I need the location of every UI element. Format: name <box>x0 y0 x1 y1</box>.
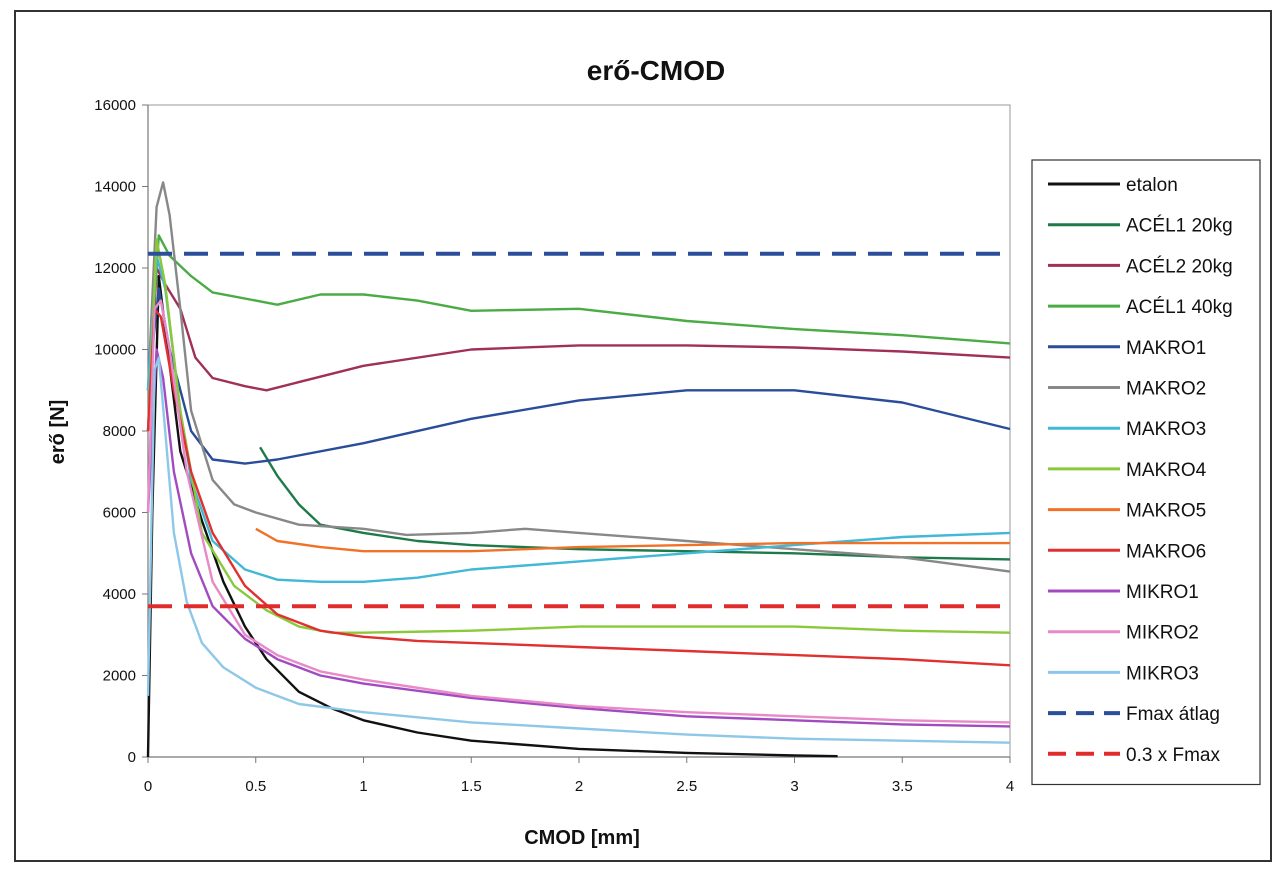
series-line-11 <box>146 299 1011 724</box>
legend-label: ACÉL2 20kg <box>1126 256 1233 277</box>
y-tick-label: 8000 <box>103 423 136 440</box>
x-tick-label: 3.5 <box>892 778 913 795</box>
y-tick-label: 0 <box>128 749 136 766</box>
y-axis-label: erő [N] <box>47 400 69 464</box>
legend-label: MAKRO6 <box>1126 541 1206 562</box>
legend-label: MAKRO1 <box>1126 338 1206 359</box>
x-tick-label: 3 <box>790 778 798 795</box>
y-tick-label: 2000 <box>103 668 136 685</box>
x-tick-label: 0 <box>144 778 152 795</box>
legend-label: MIKRO1 <box>1126 582 1199 603</box>
legend-label: 0.3 x Fmax <box>1126 745 1220 766</box>
series-line-10 <box>146 348 1011 728</box>
plot-border <box>147 104 1011 758</box>
y-tick-label: 12000 <box>94 260 136 277</box>
legend: etalon ACÉL1 20kg ACÉL2 20kg ACÉL1 40kg MAKR… <box>1031 159 1261 786</box>
series-line-12 <box>146 356 1011 744</box>
x-tick-label: 4 <box>1006 778 1014 795</box>
legend-label: MAKRO3 <box>1126 419 1206 440</box>
series-line-1 <box>259 446 1011 561</box>
chart-svg: erő-CMOD erő [N] CMOD [mm] 0 2000 4000 6000… <box>47 55 1261 849</box>
legend-label: MIKRO2 <box>1126 623 1199 644</box>
y-tick-label: 10000 <box>94 342 136 359</box>
legend-label: MAKRO2 <box>1126 379 1206 400</box>
y-tick-label: 6000 <box>103 505 136 522</box>
x-tick-label: 1 <box>359 778 367 795</box>
legend-label: MAKRO5 <box>1126 501 1206 522</box>
legend-label: ACÉL1 20kg <box>1126 216 1233 237</box>
series-line-9 <box>146 307 1011 667</box>
series-line-5 <box>146 181 1011 573</box>
y-tick-label: 16000 <box>94 97 136 114</box>
x-tick-label: 1.5 <box>461 778 482 795</box>
series-line-8 <box>255 527 1010 553</box>
y-tick-label: 14000 <box>94 179 136 196</box>
x-tick-label: 2 <box>575 778 583 795</box>
legend-label: MIKRO3 <box>1126 663 1199 684</box>
legend-label: MAKRO4 <box>1126 460 1207 481</box>
x-axis-label: CMOD [mm] <box>524 827 640 849</box>
legend-label: Fmax átlag <box>1126 704 1220 725</box>
series-line-2 <box>146 266 1011 432</box>
plot-area: 0 2000 4000 6000 8000 10000 12000 14000 16000 0 0.… <box>94 97 1014 795</box>
x-tick-label: 0.5 <box>245 778 266 795</box>
legend-label: ACÉL1 40kg <box>1126 297 1233 318</box>
series-line-4 <box>146 287 1011 465</box>
chart-title: erő-CMOD <box>587 55 725 86</box>
series-line-3 <box>146 234 1011 391</box>
legend-label: etalon <box>1126 175 1178 196</box>
y-tick-label: 4000 <box>103 586 136 603</box>
x-tick-label: 2.5 <box>676 778 697 795</box>
chart-frame: erő-CMOD erő [N] CMOD [mm] 0 2000 4000 6000… <box>14 10 1272 862</box>
